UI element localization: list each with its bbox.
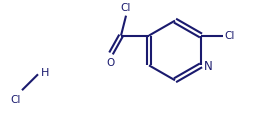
- Text: Cl: Cl: [121, 3, 131, 13]
- Text: N: N: [204, 60, 213, 73]
- Text: Cl: Cl: [11, 95, 21, 105]
- Text: O: O: [106, 58, 114, 68]
- Text: Cl: Cl: [224, 30, 234, 41]
- Text: H: H: [41, 68, 49, 78]
